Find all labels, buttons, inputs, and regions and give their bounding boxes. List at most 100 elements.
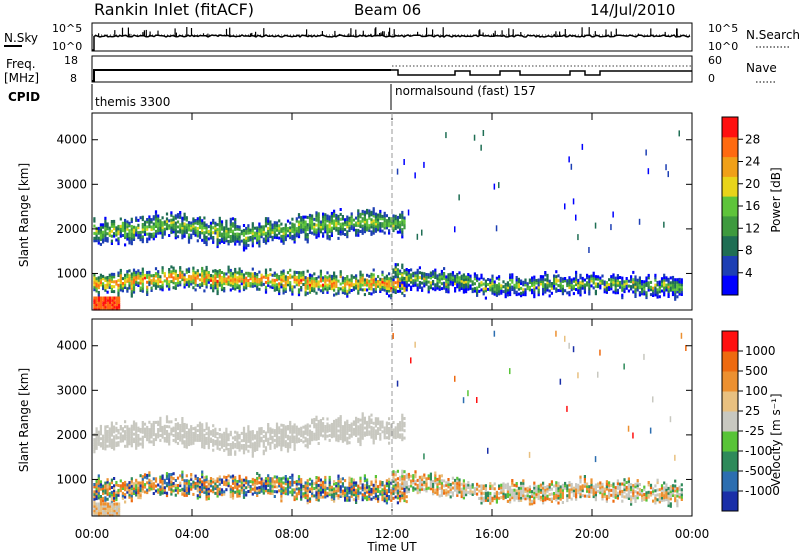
range-cell: [588, 292, 591, 296]
range-cell: [550, 284, 553, 288]
range-cell: [284, 492, 287, 496]
range-cell: [238, 443, 241, 447]
range-cell: [297, 475, 301, 479]
range-cell: [168, 268, 171, 271]
range-cell: [157, 272, 160, 276]
range-cell: [218, 221, 221, 225]
range-cell: [126, 430, 129, 434]
range-cell: [502, 290, 505, 294]
range-cell: [405, 282, 408, 286]
range-cell: [579, 293, 582, 297]
range-cell: [366, 498, 369, 502]
range-cell: [212, 277, 215, 280]
range-cell: [330, 498, 333, 501]
range-cell: [423, 279, 426, 283]
range-cell: [619, 280, 622, 284]
range-cell: [366, 281, 369, 285]
range-cell: [168, 287, 171, 291]
range-cell: [170, 490, 173, 494]
range-cell: [154, 286, 158, 290]
range-cell: [401, 273, 404, 277]
range-cell: [251, 272, 254, 276]
range-cell: [379, 214, 382, 218]
range-cell: [124, 480, 127, 484]
range-cell: [306, 443, 309, 446]
range-cell: [346, 232, 349, 236]
range-cell: [317, 422, 320, 426]
range-cell: [328, 235, 331, 238]
nsky-label: N.Sky: [4, 31, 38, 45]
range-cell: [339, 480, 342, 484]
freq-label: Freq.: [6, 57, 36, 71]
range-cell: [421, 478, 424, 481]
range-cell: [121, 491, 124, 495]
range-cell: [130, 227, 133, 231]
range-cell: [649, 293, 653, 297]
range-cell: [317, 219, 320, 223]
range-cell: [273, 431, 276, 435]
range-cell: [258, 244, 261, 248]
range-cell: [304, 230, 307, 234]
range-cell: [181, 278, 184, 282]
range-cell: [214, 224, 217, 228]
range-cell: [304, 483, 307, 487]
range-cell: [102, 489, 105, 493]
range-cell: [269, 268, 272, 272]
range-cell: [150, 228, 153, 231]
range-cell: [403, 496, 406, 500]
range-cell: [225, 427, 228, 431]
range-cell: [205, 497, 208, 501]
range-cell: [348, 280, 351, 284]
range-cell: [236, 441, 239, 445]
range-cell: [159, 434, 162, 437]
range-cell: [181, 224, 184, 227]
range-cell: [130, 287, 133, 291]
range-cell: [247, 231, 250, 235]
range-cell: [99, 238, 102, 241]
range-cell: [251, 236, 254, 240]
range-cell: [157, 435, 160, 439]
range-cell: [616, 288, 619, 292]
range-cell: [174, 233, 177, 237]
range-cell: [203, 233, 206, 237]
range-cell: [245, 276, 248, 280]
range-cell: [223, 279, 226, 283]
range-cell: [425, 477, 428, 481]
range-cell: [531, 291, 534, 295]
range-cell: [491, 281, 494, 285]
range-cell: [630, 287, 633, 291]
range-cell: [355, 491, 358, 495]
range-cell: [143, 475, 147, 479]
range-cell: [205, 275, 208, 279]
range-cell: [264, 431, 268, 435]
range-cell: [647, 283, 650, 287]
range-cell: [192, 219, 195, 223]
range-cell: [355, 233, 358, 237]
range-cell: [572, 284, 575, 288]
range-cell: [302, 215, 305, 219]
range-cell: [207, 232, 210, 236]
range-cell: [183, 442, 186, 446]
range-cell: [671, 288, 675, 292]
range-cell: [513, 283, 516, 287]
range-cell: [302, 225, 305, 229]
range-cell: [383, 286, 386, 290]
range-cell: [119, 489, 122, 493]
range-cell: [311, 286, 314, 290]
range-cell: [97, 236, 100, 240]
range-cell: [256, 229, 259, 232]
range-cell: [260, 482, 263, 486]
range-cell: [264, 484, 268, 488]
range-cell: [264, 234, 268, 238]
range-cell: [179, 275, 182, 279]
range-cell: [324, 429, 327, 433]
near-range-cell: [115, 305, 118, 309]
range-cell: [418, 478, 421, 482]
range-cell: [363, 416, 366, 420]
range-cell: [229, 225, 232, 229]
range-cell: [106, 425, 109, 429]
range-cell: [295, 482, 298, 486]
range-cell: [148, 232, 151, 236]
range-cell: [205, 487, 208, 491]
